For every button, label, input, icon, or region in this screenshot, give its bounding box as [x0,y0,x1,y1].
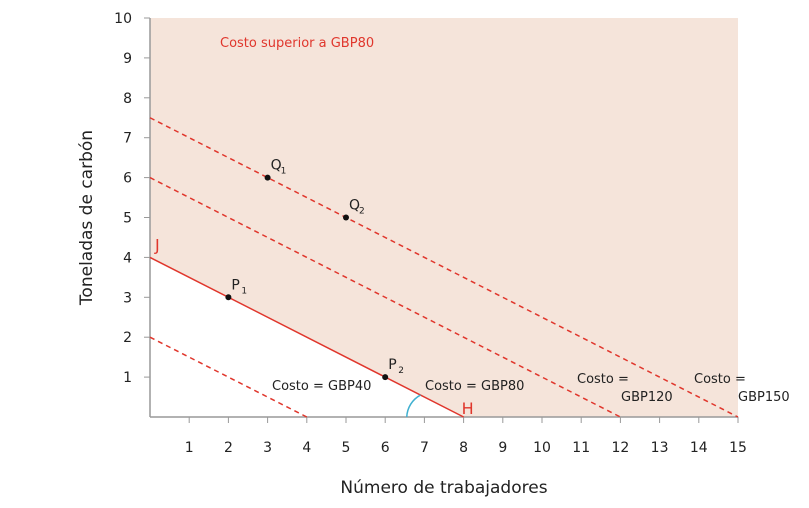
isocost-line [149,176,621,418]
y-tick-label: 9 [123,51,132,67]
data-point [382,374,389,381]
shaded-region-label: Costo superior a GBP80 [220,36,374,51]
x-tick-label: 2 [224,440,233,456]
y-tick-label: 7 [123,131,132,147]
x-tick-label: 15 [729,440,747,456]
point-label: Q [271,158,282,174]
point-label-subscript: 2 [398,366,404,376]
point-label-subscript: 2 [359,207,365,217]
y-tick-label: 3 [123,290,132,306]
y-tick-label: 8 [123,91,132,107]
isocost-line [149,336,308,418]
point-label: P [388,357,396,373]
data-point [225,294,232,301]
isocost-label: Costo = [577,372,629,387]
x-tick-label: 7 [420,440,429,456]
angle-marker [406,394,421,418]
y-tick-label: 1 [123,370,132,386]
y-tick-label: 5 [123,211,132,227]
x-tick-label: 5 [342,440,351,456]
y-tick-label: 2 [123,330,132,346]
isocost-label: Costo = GBP80 [425,379,524,394]
x-tick-label: 1 [185,440,194,456]
point-label-subscript: 1 [241,286,247,296]
point-label: Q [349,198,360,214]
x-tick-label: 11 [572,440,590,456]
y-tick-label: 4 [123,250,132,266]
label-h: H [462,399,474,418]
isocost-label: Costo = [694,372,746,387]
isocost-label: GBP120 [621,390,673,405]
point-label-subscript: 1 [281,167,287,177]
isocost-line [149,256,464,418]
x-tick-label: 6 [381,440,390,456]
isocost-label: GBP150 [738,390,790,405]
y-tick-label: 6 [123,171,132,187]
data-point [343,214,349,221]
x-axis-label: Número de trabajadores [340,478,547,498]
y-tick-label: 10 [114,11,132,27]
x-tick-label: 3 [263,440,272,456]
label-j: J [154,235,160,254]
shaded-region [150,18,738,417]
x-tick-label: 14 [690,440,708,456]
x-tick-label: 4 [302,440,311,456]
point-label: P [231,277,239,293]
x-tick-label: 9 [498,440,507,456]
x-tick-label: 8 [459,440,468,456]
x-tick-label: 10 [533,440,551,456]
x-tick-label: 12 [611,440,629,456]
isocost-label: Costo = GBP40 [272,379,371,394]
y-axis-label: Toneladas de carbón [77,130,97,306]
x-tick-label: 13 [651,440,669,456]
data-point [264,174,271,181]
isocost-line [149,117,739,418]
